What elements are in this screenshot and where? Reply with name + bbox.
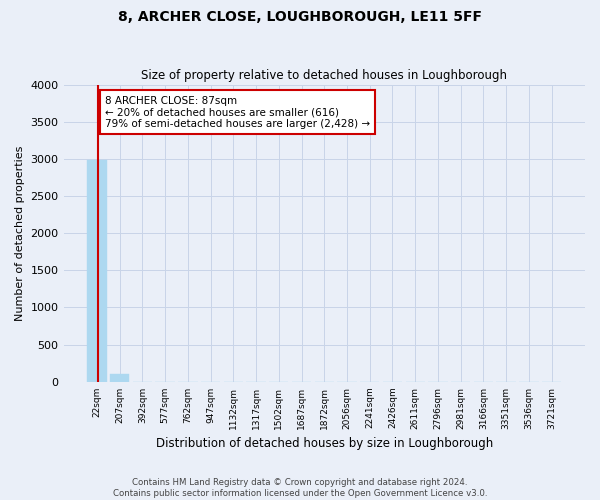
X-axis label: Distribution of detached houses by size in Loughborough: Distribution of detached houses by size … (155, 437, 493, 450)
Bar (87, 160, 107, 382)
Text: Contains HM Land Registry data © Crown copyright and database right 2024.
Contai: Contains HM Land Registry data © Crown c… (113, 478, 487, 498)
Y-axis label: Number of detached properties: Number of detached properties (15, 146, 25, 321)
Title: Size of property relative to detached houses in Loughborough: Size of property relative to detached ho… (141, 69, 507, 82)
Bar (110, 374, 130, 382)
Text: 8 ARCHER CLOSE: 87sqm
← 20% of detached houses are smaller (616)
79% of semi-det: 8 ARCHER CLOSE: 87sqm ← 20% of detached … (105, 96, 370, 129)
Text: 8, ARCHER CLOSE, LOUGHBOROUGH, LE11 5FF: 8, ARCHER CLOSE, LOUGHBOROUGH, LE11 5FF (118, 10, 482, 24)
